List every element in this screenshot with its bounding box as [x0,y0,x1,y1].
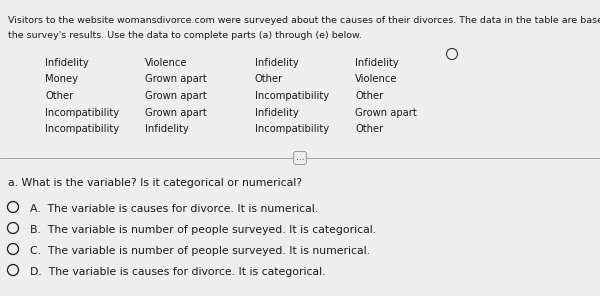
Text: Infidelity: Infidelity [255,107,299,118]
Text: Incompatibility: Incompatibility [255,91,329,101]
Text: Incompatibility: Incompatibility [45,124,119,134]
Text: Grown apart: Grown apart [145,75,207,84]
Text: the survey's results. Use the data to complete parts (a) through (e) below.: the survey's results. Use the data to co… [8,31,362,41]
Text: Grown apart: Grown apart [145,91,207,101]
Text: Incompatibility: Incompatibility [45,107,119,118]
Text: Violence: Violence [145,58,187,68]
Text: Other: Other [355,91,383,101]
Text: Money: Money [45,75,78,84]
Text: Other: Other [45,91,73,101]
Text: Other: Other [355,124,383,134]
Text: Incompatibility: Incompatibility [255,124,329,134]
Text: Infidelity: Infidelity [255,58,299,68]
Text: C.  The variable is number of people surveyed. It is numerical.: C. The variable is number of people surv… [30,246,370,256]
Text: Infidelity: Infidelity [145,124,189,134]
Text: Visitors to the website womansdivorce.com were surveyed about the causes of thei: Visitors to the website womansdivorce.co… [8,16,600,25]
Text: A.  The variable is causes for divorce. It is numerical.: A. The variable is causes for divorce. I… [30,204,318,214]
Text: Infidelity: Infidelity [45,58,89,68]
Text: Grown apart: Grown apart [355,107,417,118]
Text: B.  The variable is number of people surveyed. It is categorical.: B. The variable is number of people surv… [30,225,376,235]
Text: ...: ... [296,154,304,163]
Text: Infidelity: Infidelity [355,58,399,68]
Text: Grown apart: Grown apart [145,107,207,118]
Text: D.  The variable is causes for divorce. It is categorical.: D. The variable is causes for divorce. I… [30,267,325,277]
Text: Other: Other [255,75,283,84]
Text: a. What is the variable? Is it categorical or numerical?: a. What is the variable? Is it categoric… [8,178,302,188]
Text: Violence: Violence [355,75,398,84]
